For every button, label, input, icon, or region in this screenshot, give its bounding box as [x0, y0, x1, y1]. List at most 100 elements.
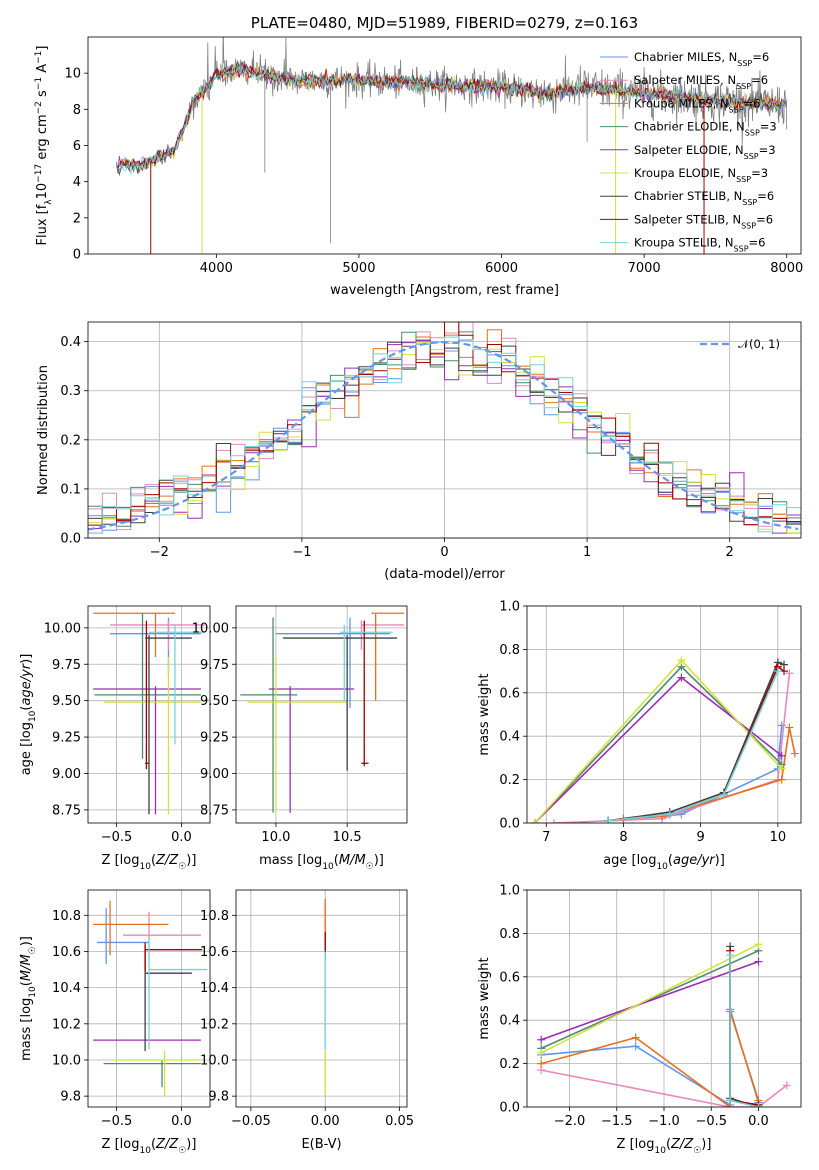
legend-label: Chabrier MILES, NSSP=6 [634, 50, 769, 68]
plus-marker [719, 790, 728, 799]
axes-frame [235, 889, 408, 1108]
panel-mass_vs_ebv: −0.05 0.00 0.05 9.8 10.0 10.2 10.4 10.6 10.8 E(B-… [200, 889, 414, 1152]
y-tick-label: 9.75 [200, 658, 229, 673]
x-axis-label: E(B-V) [301, 1137, 341, 1152]
errorbar-point-7 [144, 942, 203, 972]
x-tick-label: 8000 [770, 261, 803, 276]
plot-background [236, 890, 407, 1107]
axes-frame [87, 36, 802, 255]
y-tick-label: 0.3 [60, 384, 81, 399]
y-tick-label: 0 [73, 248, 81, 263]
plot-area [93, 612, 205, 815]
legend-label: Kroupa ELODIE, NSSP=3 [634, 166, 768, 184]
y-tick-label: 9.8 [208, 1090, 229, 1105]
x-tick-label: 9 [697, 830, 705, 845]
mass-weight-line-8 [607, 670, 779, 822]
plus-marker [726, 1096, 735, 1105]
y-tick-label: 8.75 [52, 803, 81, 818]
y-tick-label: 6 [73, 139, 81, 154]
x-tick-label: 5000 [342, 261, 375, 276]
errorbar-point-1 [360, 620, 405, 650]
panel-mw_vs_age: 7 8 9 10 0.0 0.2 0.4 0.6 0.8 1.0 age [log10(age/yr… [477, 600, 802, 872]
y-tick-label: 10.0 [200, 1053, 229, 1068]
y-tick-label: 9.50 [200, 694, 229, 709]
normal-curve [88, 341, 799, 531]
mass-weight-line-2 [540, 1011, 760, 1107]
legend-label: 𝒩(0, 1) [738, 337, 780, 351]
y-tick-label: 9.75 [52, 658, 81, 673]
x-tick-label: 8 [619, 830, 627, 845]
plus-marker [777, 775, 786, 784]
errorbar-point-5 [247, 656, 348, 813]
plus-marker [785, 669, 794, 678]
errorbar-point-8 [149, 624, 205, 745]
legend-label: Salpeter ELODIE, NSSP=3 [634, 143, 776, 161]
y-tick-label: 9.50 [52, 694, 81, 709]
y-axis-label: age [log10(age/yr)] [19, 654, 38, 776]
y-axis-label: Flux [fλ10−17 erg cm−2 s−1 A−1] [34, 46, 54, 246]
x-tick-label: −0.5 [101, 830, 133, 845]
y-tick-label: 10 [64, 67, 81, 82]
x-axis-label: mass [log10(M/M☉)] [259, 853, 384, 872]
y-tick-label: 10.4 [52, 981, 81, 996]
y-tick-label: 10.2 [52, 1017, 81, 1032]
y-tick-label: 9.8 [60, 1090, 81, 1105]
y-tick-label: 9.00 [200, 767, 229, 782]
plus-marker [530, 819, 539, 823]
x-axis-label: age [log10(age/yr)] [603, 853, 725, 872]
y-tick-label: 10.00 [44, 621, 81, 636]
y-tick-label: 9.25 [200, 731, 229, 746]
x-tick-label: −2 [150, 545, 169, 560]
errorbar-point-5 [110, 1050, 201, 1097]
errorbar-point-4 [268, 686, 355, 813]
y-tick-label: 0.2 [499, 1057, 520, 1072]
x-tick-label: 0 [440, 545, 448, 560]
x-tick-label: 0.05 [385, 1114, 414, 1129]
x-tick-label: 1 [583, 545, 591, 560]
x-tick-label: 10.5 [333, 830, 362, 845]
panel-mw_vs_Z: −2.0 −1.5 −1.0 −0.5 0.0 0.0 0.2 0.4 0.6 0.8 1.0 Z [… [477, 884, 802, 1156]
errorbar-point-0 [97, 908, 149, 965]
errorbar-point-1 [110, 620, 205, 650]
x-tick-label: −0.05 [231, 1114, 271, 1129]
x-tick-label: 10 [770, 830, 787, 845]
y-tick-label: 10.00 [192, 621, 229, 636]
plus-marker [677, 673, 686, 682]
y-tick-label: 8.75 [200, 803, 229, 818]
y-tick-label: 10.6 [200, 945, 229, 960]
y-tick-label: 10.6 [52, 945, 81, 960]
x-tick-label: 7 [542, 830, 550, 845]
errorbar-point-7 [361, 620, 369, 767]
panel-residuals: −2 −1 0 1 2 0.0 0.1 0.2 0.3 0.4 (data-model)/error… [36, 321, 802, 582]
histogram-8 [88, 336, 801, 534]
y-tick-label: 0.2 [60, 433, 81, 448]
y-tick-label: 1.0 [499, 600, 520, 615]
errorbar-point-5 [103, 656, 201, 815]
errorbar-point-7 [145, 620, 149, 770]
x-tick-label: 4000 [200, 261, 233, 276]
y-tick-label: 10.8 [200, 909, 229, 924]
y-tick-label: 0.8 [499, 927, 520, 942]
y-tick-label: 0.4 [60, 335, 81, 350]
legend-label: Chabrier STELIB, NSSP=6 [634, 189, 774, 207]
x-tick-label: 2 [726, 545, 734, 560]
plot-area [116, 37, 788, 254]
plus-marker [537, 1059, 546, 1068]
x-tick-label: −2.0 [554, 1114, 586, 1129]
mass-weight-line-3 [540, 950, 759, 1050]
legend-label: Salpeter STELIB, NSSP=6 [634, 212, 773, 230]
x-tick-label: −0.5 [101, 1114, 133, 1129]
errorbar-point-8 [148, 937, 208, 1050]
plus-marker [677, 656, 686, 665]
x-tick-label: 0.00 [311, 1114, 340, 1129]
x-axis-label: Z [log10(Z/Z☉)] [102, 1137, 197, 1156]
x-axis-label: (data-model)/error [384, 567, 505, 582]
y-tick-label: 10.8 [52, 909, 81, 924]
x-axis-label: wavelength [Angstrom, rest frame] [330, 283, 559, 298]
plot-area [93, 900, 208, 1097]
y-tick-label: 0.6 [499, 686, 520, 701]
plus-marker [777, 764, 786, 773]
legend-label: Kroupa MILES, NSSP=6 [634, 96, 760, 114]
x-tick-label: −1.0 [648, 1114, 680, 1129]
y-axis-label: mass [log10(M/M☉)] [19, 936, 38, 1061]
